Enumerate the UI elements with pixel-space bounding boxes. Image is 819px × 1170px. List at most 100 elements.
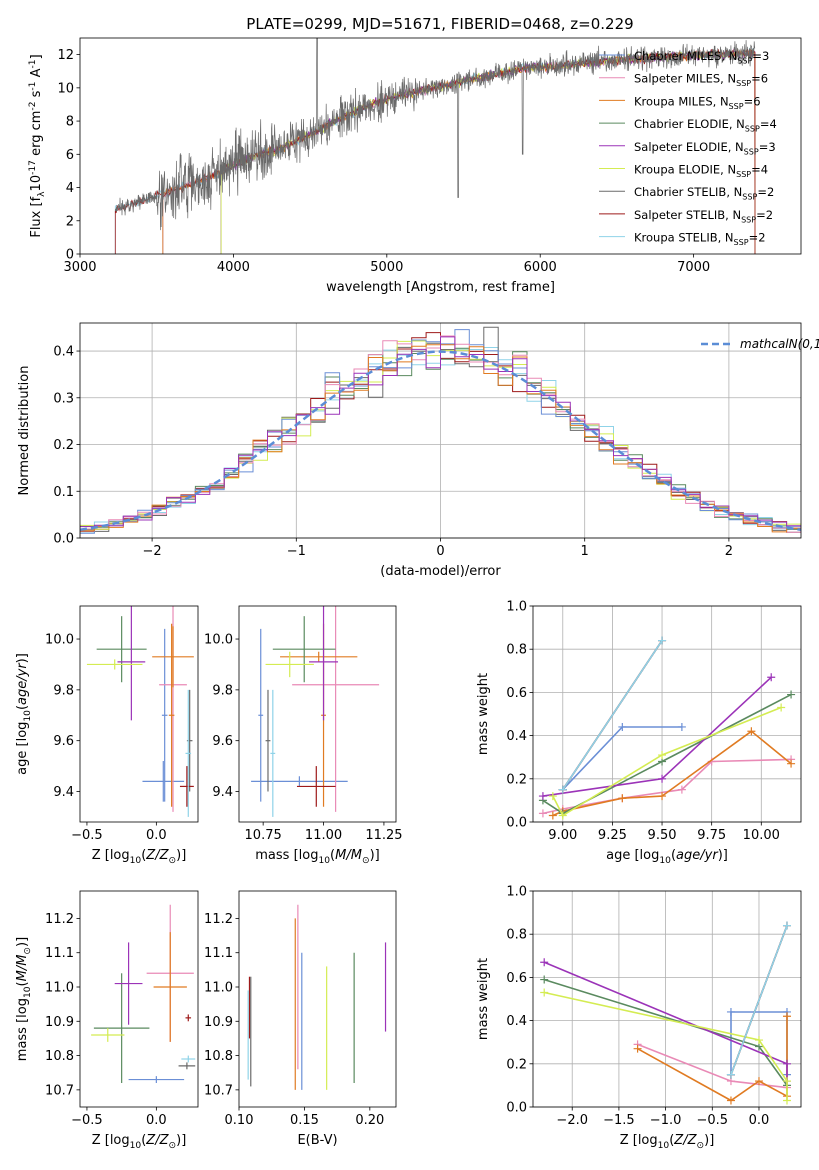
- weight-point-marker: [782, 1077, 791, 1086]
- residuals-y-tick-label: 0.0: [53, 532, 74, 547]
- spectrum-y-tick-label: 12: [57, 48, 74, 63]
- weight-series-line: [562, 726, 682, 791]
- weight_vs_age-y-tick-label: 0.6: [506, 686, 527, 701]
- weight_vs_Z-frame: [532, 890, 802, 1108]
- age_vs_Z-plot-area: [86, 606, 194, 817]
- weight-point-marker: [540, 988, 549, 997]
- weight_vs_Z-y-tick-label: 0.0: [506, 1101, 527, 1116]
- weight_vs_age-y-axis-label: mass weight: [476, 673, 491, 755]
- weight_vs_age-y-tick-label: 0.0: [506, 816, 527, 831]
- mass_vs_Z-y-tick-label: 11.2: [45, 912, 74, 927]
- mass_vs_Z-frame: [79, 890, 199, 1108]
- spectrum-frame: [79, 37, 802, 255]
- weight-series-line: [542, 693, 792, 815]
- weight-point-marker: [726, 1007, 735, 1016]
- mass_vs_Z-y-tick-label: 10.8: [45, 1049, 74, 1064]
- spectrum-x-tick-label: 4000: [217, 260, 250, 275]
- mass_vs_EBV-y-tick-label: 11.0: [204, 981, 233, 996]
- weight_vs_Z-x-tick-label: 0.0: [749, 1113, 770, 1128]
- spectrum-x-axis-label: wavelength [Angstrom, rest frame]: [326, 280, 555, 295]
- residuals-y-tick-label: 0.3: [53, 391, 74, 406]
- residuals-x-tick-label: −2: [143, 544, 162, 559]
- residuals-y-tick-label: 0.2: [53, 438, 74, 453]
- weight_vs_Z-plot-area: [540, 921, 791, 1105]
- age_vs_Z-x-tick-label: −0.5: [71, 828, 103, 843]
- spectrum-x-tick-label: 5000: [370, 260, 403, 275]
- age_vs_mass-x-axis-label: mass [log10(M/M⊙)]: [255, 848, 379, 866]
- weight-series-line: [544, 991, 788, 1101]
- mass_vs_Z-plot-area: [91, 904, 196, 1083]
- mass_vs_Z-x-axis-label: Z [log10(Z/Z⊙)]: [92, 1133, 187, 1151]
- weight-point-marker: [677, 785, 686, 794]
- mass_vs_Z-axes: −0.5 0.0 10.7 10.8 10.9 11.0 11.1 11.2 Z [log10(…: [15, 890, 199, 1151]
- spectrum-plot-area: [114, 38, 756, 254]
- residuals-y-tick-label: 0.1: [53, 485, 74, 500]
- weight_vs_age-y-tick-label: 0.2: [506, 772, 527, 787]
- mass_vs_Z-y-tick-label: 11.0: [45, 981, 74, 996]
- age_vs_mass-y-tick-label: 9.8: [212, 683, 233, 698]
- age_vs_mass-axes: 10.75 11.00 11.25 9.4 9.6 9.8 10.0 mass [log10(…: [204, 605, 403, 866]
- weight-point-marker: [782, 1012, 791, 1021]
- weight_vs_Z-y-tick-label: 0.4: [506, 1014, 527, 1029]
- residuals-axes: −2 −1 0 1 2 0.0 0.1 0.2 0.3 0.4 (data-model)/error…: [17, 322, 802, 579]
- age_vs_Z-x-axis-label: Z [log10(Z/Z⊙)]: [92, 848, 187, 866]
- weight_vs_age-x-tick-label: 9.75: [697, 828, 726, 843]
- weight_vs_Z-y-tick-label: 0.2: [506, 1057, 527, 1072]
- age_vs_mass-y-tick-label: 9.4: [212, 785, 233, 800]
- weight-point-marker: [726, 1096, 735, 1105]
- weight_vs_age-y-tick-label: 0.4: [506, 729, 527, 744]
- weight-series-line: [542, 676, 772, 797]
- age_vs_mass-x-tick-label: 10.75: [245, 828, 282, 843]
- age_vs_mass-x-tick-label: 11.25: [365, 828, 402, 843]
- weight-point-marker: [618, 722, 627, 731]
- weight-point-marker: [782, 1059, 791, 1068]
- weight-point-marker: [548, 792, 557, 801]
- weight-point-marker: [754, 1036, 763, 1045]
- mass_vs_EBV-y-tick-label: 10.9: [204, 1015, 233, 1030]
- figure-title: PLATE=0299, MJD=51671, FIBERID=0468, z=0…: [246, 15, 633, 33]
- legend-entry: Kroupa STELIB, NSSP=2: [634, 231, 766, 247]
- spectrum-axes: 3000 4000 5000 6000 7000 0 2 4 6 8 10 12 wavelength …: [28, 37, 802, 295]
- mass_vs_EBV-x-tick-label: 0.15: [290, 1113, 319, 1128]
- weight_vs_Z-y-axis-label: mass weight: [476, 958, 491, 1040]
- weight-point-marker: [538, 792, 547, 801]
- weight-point-marker: [658, 636, 667, 645]
- weight_vs_Z-y-tick-label: 0.6: [506, 971, 527, 986]
- weight-point-marker: [658, 774, 667, 783]
- spectrum-legend: Chabrier MILES, NSSP=3 Salpeter MILES, NS…: [599, 49, 777, 247]
- mass_vs_EBV-frame: [238, 890, 397, 1108]
- weight-point-marker: [754, 1077, 763, 1086]
- legend-entry: Kroupa MILES, NSSP=6: [634, 94, 761, 110]
- spectrum-x-tick-label: 6000: [524, 260, 557, 275]
- residuals-x-tick-label: 2: [725, 544, 733, 559]
- weight-series-line: [552, 706, 782, 817]
- weight_vs_age-frame: [532, 605, 802, 823]
- age_vs_mass-y-tick-label: 10.0: [204, 633, 233, 648]
- mass_vs_EBV-x-tick-label: 0.10: [225, 1113, 254, 1128]
- weight_vs_age-y-tick-label: 0.8: [506, 643, 527, 658]
- age_vs_Z-x-tick-label: 0.0: [146, 828, 167, 843]
- weight-point-marker: [787, 759, 796, 768]
- spectrum-y-tick-label: 0: [66, 248, 74, 263]
- normal-curve: [80, 350, 801, 532]
- legend-entry: Salpeter MILES, NSSP=6: [634, 72, 768, 88]
- weight-point-marker: [558, 785, 567, 794]
- spectrum-x-tick-label: 7000: [677, 260, 710, 275]
- weight_vs_age-axes: 9.00 9.25 9.50 9.75 10.00 0.0 0.2 0.4 0.6 0.8 1.0 a…: [476, 600, 802, 866]
- weight-series-line: [562, 640, 663, 791]
- weight-point-marker: [538, 809, 547, 818]
- mass_vs_EBV-y-tick-label: 11.2: [204, 912, 233, 927]
- observed-spectrum-line: [114, 38, 756, 231]
- weight-point-marker: [726, 1070, 735, 1079]
- weight_vs_Z-y-tick-label: 0.8: [506, 928, 527, 943]
- age_vs_Z-frame: [79, 605, 199, 823]
- legend-entry: Chabrier STELIB, NSSP=2: [634, 185, 774, 201]
- residuals-x-axis-label: (data-model)/error: [380, 564, 501, 579]
- weight-point-marker: [540, 958, 549, 967]
- weight_vs_Z-axes: −2.0 −1.5 −1.0 −0.5 0.0 0.0 0.2 0.4 0.6 0.8 1.0 Z […: [476, 885, 802, 1151]
- weight-point-marker: [787, 690, 796, 699]
- weight_vs_age-y-tick-label: 1.0: [506, 600, 527, 615]
- mass_vs_Z-y-tick-label: 10.9: [45, 1015, 74, 1030]
- weight-point-marker: [658, 751, 667, 760]
